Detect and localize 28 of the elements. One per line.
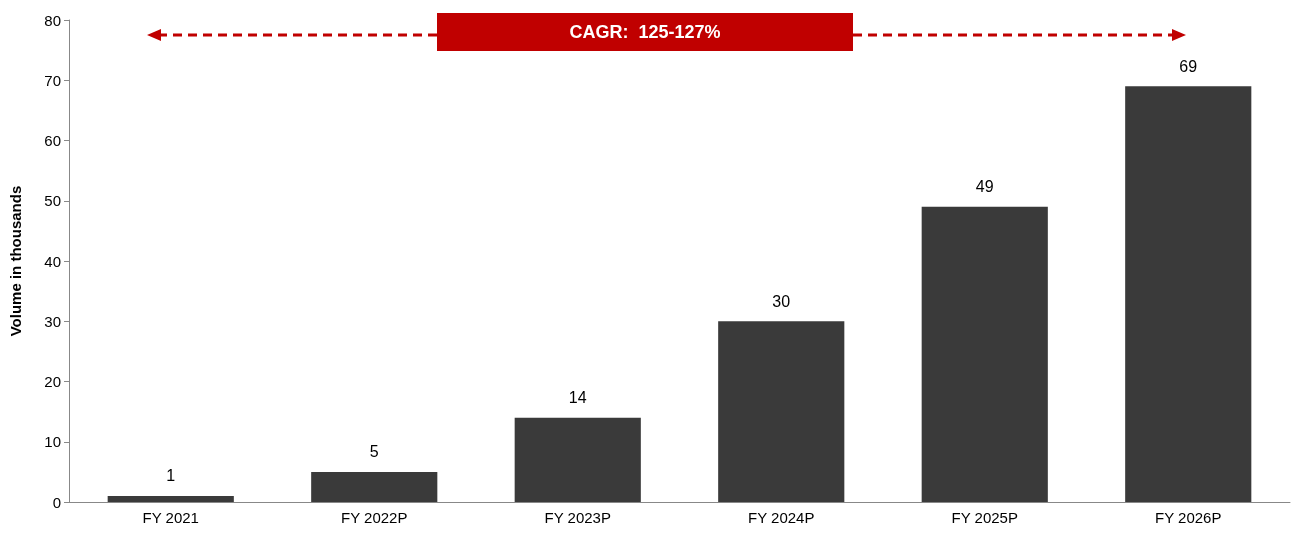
x-tick-label: FY 2023P [544,509,611,526]
y-tick-label: 60 [44,132,61,149]
y-axis-title: Volume in thousands [7,185,24,337]
data-label: 5 [369,443,379,461]
x-tick-label: FY 2026P [1155,509,1222,526]
data-label: 30 [772,292,791,310]
y-tick-label: 50 [44,192,61,210]
y-tick-label: 20 [44,373,61,390]
x-tick-label: FY 2021 [142,509,199,526]
x-tick-label: FY 2025P [951,509,1018,526]
data-label: 69 [1179,57,1198,75]
y-tick-label: 30 [44,312,61,330]
x-tick-label: FY 2024P [748,509,815,526]
y-tick-label: 40 [44,252,61,270]
data-label: 14 [568,389,587,407]
y-tick-label: 0 [52,493,61,511]
bar [1125,86,1252,502]
bar [107,495,234,502]
bar [311,471,438,502]
bar [921,206,1048,502]
y-tick-label: 10 [44,433,61,451]
y-tick-label: 80 [44,11,61,29]
bar [514,417,641,502]
bar [718,321,845,502]
y-tick-label: 70 [44,71,61,89]
x-tick-label: FY 2022P [341,509,408,526]
data-label: 49 [975,178,994,196]
data-label: 1 [166,467,176,485]
